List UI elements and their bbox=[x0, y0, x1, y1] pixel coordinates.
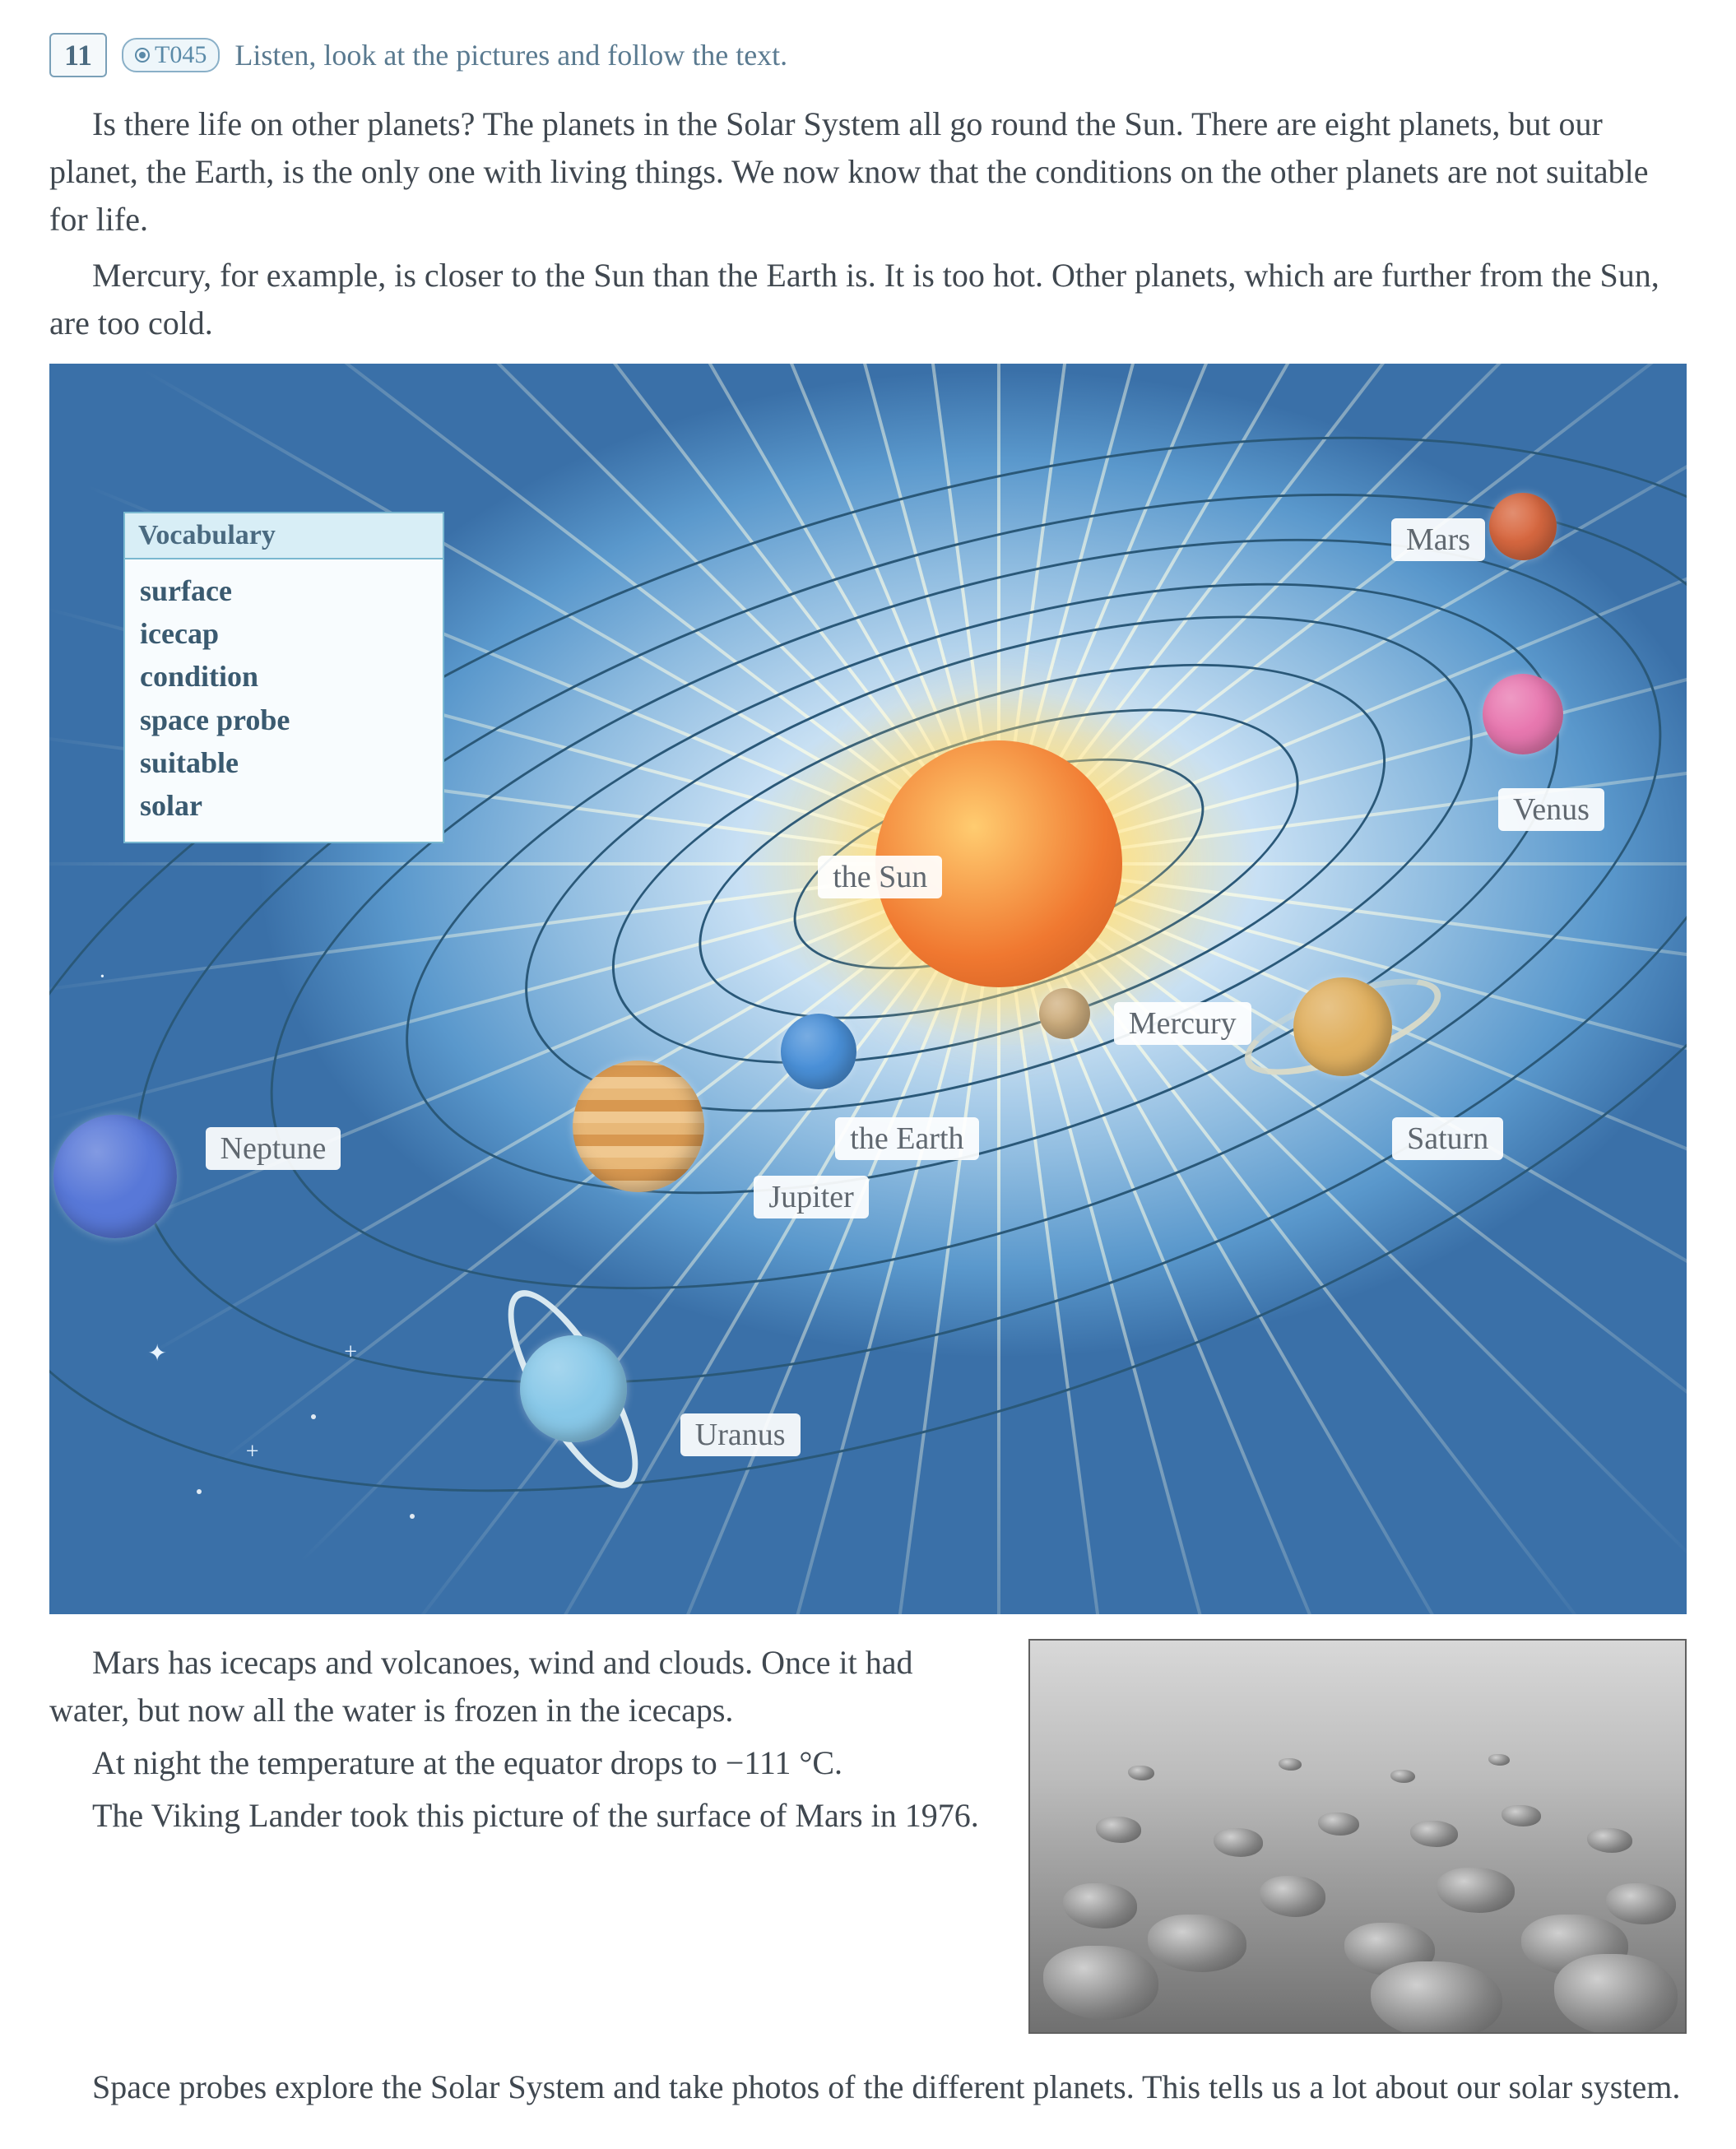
planet-mercury bbox=[1039, 988, 1090, 1039]
planet-label-neptune: Neptune bbox=[206, 1127, 341, 1170]
planet-venus bbox=[1483, 674, 1563, 754]
rock bbox=[1260, 1876, 1325, 1917]
planet-uranus bbox=[520, 1335, 627, 1442]
vocabulary-box: Vocabulary surfaceicecapconditionspace p… bbox=[123, 512, 444, 843]
planet-mars bbox=[1489, 493, 1557, 560]
rock bbox=[1502, 1805, 1541, 1826]
vocab-item: solar bbox=[140, 784, 428, 827]
planet-label-earth: the Earth bbox=[835, 1117, 978, 1160]
rock bbox=[1437, 1868, 1515, 1913]
mars-section: Mars has icecaps and volcanoes, wind and… bbox=[49, 1639, 1687, 2034]
rock bbox=[1554, 1954, 1678, 2034]
planet-label-uranus: Uranus bbox=[680, 1413, 801, 1456]
rock bbox=[1606, 1883, 1676, 1924]
vocab-item: icecap bbox=[140, 612, 428, 655]
planet-label-saturn: Saturn bbox=[1392, 1117, 1503, 1160]
paragraph-6: Space probes explore the Solar System an… bbox=[49, 2063, 1687, 2111]
rock bbox=[1318, 1812, 1359, 1836]
vocab-item: space probe bbox=[140, 699, 428, 741]
vocab-item: surface bbox=[140, 569, 428, 612]
paragraph-4: At night the temperature at the equator … bbox=[49, 1739, 996, 1787]
vocab-item: suitable bbox=[140, 741, 428, 784]
planet-neptune bbox=[53, 1115, 177, 1238]
rock bbox=[1043, 1946, 1158, 2020]
planet-label-mars: Mars bbox=[1391, 518, 1485, 561]
planet-earth bbox=[781, 1014, 856, 1089]
rock bbox=[1063, 1883, 1137, 1929]
rock bbox=[1410, 1821, 1458, 1847]
rock bbox=[1096, 1817, 1141, 1843]
planet-label-mercury: Mercury bbox=[1114, 1002, 1251, 1045]
exercise-number: 11 bbox=[49, 33, 107, 77]
mars-surface-photo bbox=[1028, 1639, 1687, 2034]
planet-jupiter bbox=[573, 1061, 704, 1192]
exercise-header: 11 T045 Listen, look at the pictures and… bbox=[49, 33, 1687, 77]
planet-saturn bbox=[1293, 977, 1392, 1076]
paragraph-1: Is there life on other planets? The plan… bbox=[49, 100, 1687, 244]
rock bbox=[1390, 1770, 1415, 1783]
record-icon bbox=[135, 48, 150, 63]
sun-label: the Sun bbox=[818, 856, 942, 898]
rock bbox=[1371, 1961, 1502, 2034]
audio-track-badge: T045 bbox=[122, 38, 220, 72]
planet-label-venus: Venus bbox=[1498, 788, 1604, 831]
rock bbox=[1488, 1754, 1510, 1766]
rock bbox=[1587, 1828, 1632, 1853]
track-code: T045 bbox=[155, 41, 207, 69]
vocab-item: condition bbox=[140, 655, 428, 698]
paragraph-5: The Viking Lander took this picture of t… bbox=[49, 1792, 996, 1840]
paragraph-3: Mars has icecaps and volcanoes, wind and… bbox=[49, 1639, 996, 1734]
rock bbox=[1214, 1828, 1263, 1857]
rock bbox=[1128, 1766, 1154, 1780]
rock bbox=[1279, 1758, 1302, 1771]
solar-system-diagram: Vocabulary surfaceicecapconditionspace p… bbox=[49, 364, 1687, 1614]
planet-label-jupiter: Jupiter bbox=[754, 1176, 868, 1218]
vocabulary-title: Vocabulary bbox=[125, 513, 443, 559]
paragraph-2: Mercury, for example, is closer to the S… bbox=[49, 252, 1687, 347]
rock bbox=[1148, 1915, 1246, 1972]
instruction-text: Listen, look at the pictures and follow … bbox=[234, 38, 787, 72]
